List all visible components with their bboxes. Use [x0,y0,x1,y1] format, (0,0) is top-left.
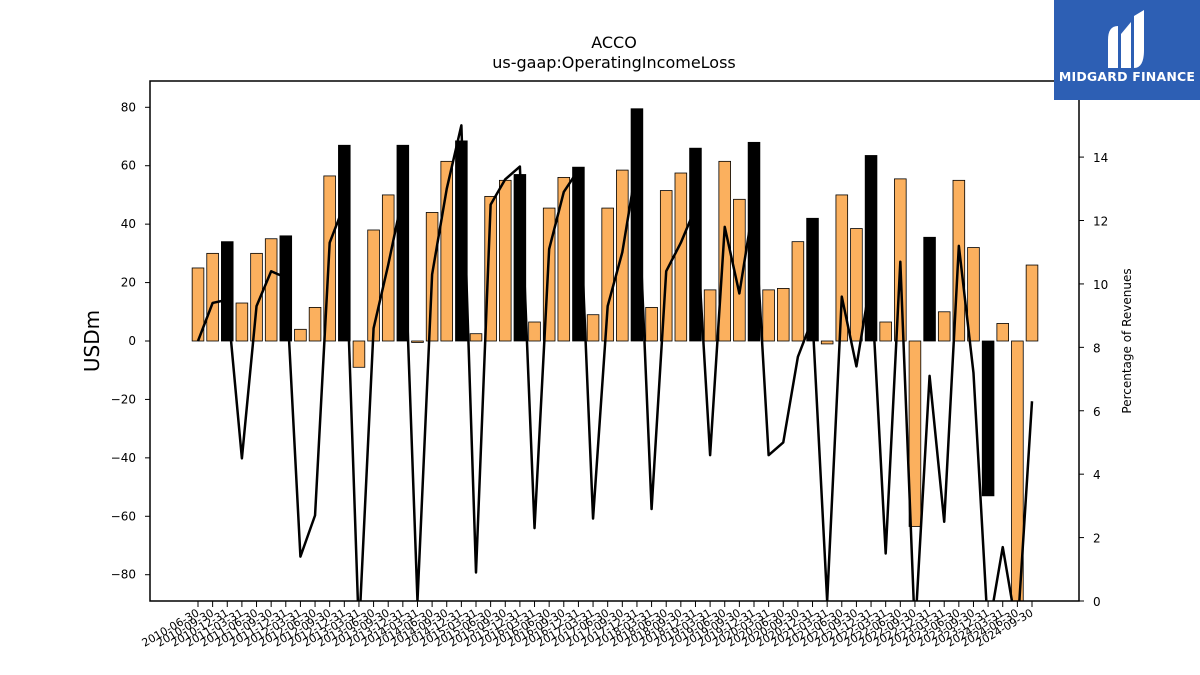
bar-2016-12-31 [572,166,585,342]
bar-2016-03-31 [528,321,541,342]
bar-2011-09-30 [264,238,278,342]
bar-2018-12-31 [689,147,702,342]
bar-2022-06-30 [894,178,907,342]
bar-2022-09-30 [908,340,922,527]
bar-2011-06-30 [250,252,263,342]
bar-2022-12-31 [923,236,936,342]
bar-2020-03-31 [762,289,775,342]
midgard-logo-icon [1108,10,1144,68]
bar-2021-06-30 [835,194,849,342]
y-tick-label-right: 14 [1093,151,1108,165]
bar-2021-09-30 [850,228,863,342]
y-axis-right: 0246810121416 [1079,88,1108,609]
bar-2017-12-31 [630,108,644,342]
y-tick-label-left: −20 [111,392,136,406]
bar-2023-03-31 [937,311,951,342]
bar-2016-06-30 [542,207,556,342]
bar-2010-09-30 [206,252,219,342]
bar-2018-03-31 [645,306,658,342]
y-tick-label-left: −40 [111,451,136,465]
y-axis-label-right: Percentage of Revenues [1120,268,1134,413]
bar-2010-12-31 [221,241,234,342]
x-axis: 2010-06-302010-09-302010-12-312011-03-31… [140,601,1036,650]
line-group [196,124,1034,601]
y-tick-label-left: −60 [111,509,136,523]
bar-2022-03-31 [879,321,892,342]
y-tick-label-left: 40 [121,217,136,231]
y-tick-label-left: 60 [121,159,136,173]
y-tick-label-right: 8 [1093,341,1101,355]
y-tick-label-left: −80 [111,568,136,582]
bar-2014-03-31 [411,340,424,343]
bar-2012-12-31 [338,144,351,342]
bar-2023-12-31 [981,340,995,497]
bar-2019-12-31 [747,141,761,342]
bar-2015-06-30 [484,195,497,342]
y-tick-label-left: 0 [128,334,136,348]
y-tick-label-left: 80 [121,100,136,114]
bar-2011-03-31 [235,302,249,342]
bar-2020-06-30 [777,288,790,342]
y-tick-label-right: 4 [1093,468,1101,482]
bar-2018-09-30 [674,172,688,342]
bar-2021-03-31 [820,340,834,345]
y-axis-label-left: USDm [80,310,104,372]
bar-2012-03-31 [294,328,307,342]
bar-2015-03-31 [469,333,483,342]
bar-2018-06-30 [659,190,673,342]
bar-2013-03-31 [352,340,366,368]
chart-subtitle: us-gaap:OperatingIncomeLoss [492,53,736,72]
bar-2017-03-31 [586,314,600,342]
y-tick-label-right: 2 [1093,532,1101,546]
bar-2023-09-30 [967,247,980,342]
bar-2024-03-31 [996,323,1009,342]
bar-2015-09-30 [499,179,512,342]
bar-2014-09-30 [440,160,453,342]
bar-2012-06-30 [308,306,322,342]
bar-2024-06-30 [1011,340,1024,601]
y-tick-label-right: 0 [1093,595,1101,609]
revenue-percentage-line [196,124,1034,601]
bar-2016-09-30 [557,176,571,342]
brand-name: MIDGARD FINANCE [1058,69,1196,84]
y-axis-left: −80 −60 −40 −20 0 20 40 60 80 [111,100,150,582]
y-tick-label-left: 20 [121,276,136,290]
y-tick-label-right: 6 [1093,405,1101,419]
bar-2020-09-30 [791,241,805,342]
bar-2013-12-31 [396,144,410,342]
chart-title: ACCO [591,33,637,52]
brand-logo: MIDGARD FINANCE [1054,0,1200,100]
bar-2021-12-31 [864,155,878,342]
y-tick-label-right: 12 [1093,215,1108,229]
bar-2024-09-30 [1025,264,1039,342]
bar-2017-06-30 [601,207,614,342]
y-tick-label-right: 10 [1093,278,1108,292]
bar-2019-03-31 [703,289,717,342]
